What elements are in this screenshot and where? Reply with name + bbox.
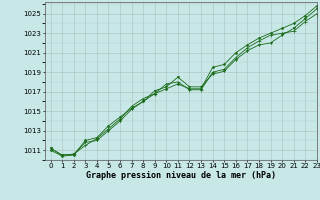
X-axis label: Graphe pression niveau de la mer (hPa): Graphe pression niveau de la mer (hPa) <box>86 171 276 180</box>
